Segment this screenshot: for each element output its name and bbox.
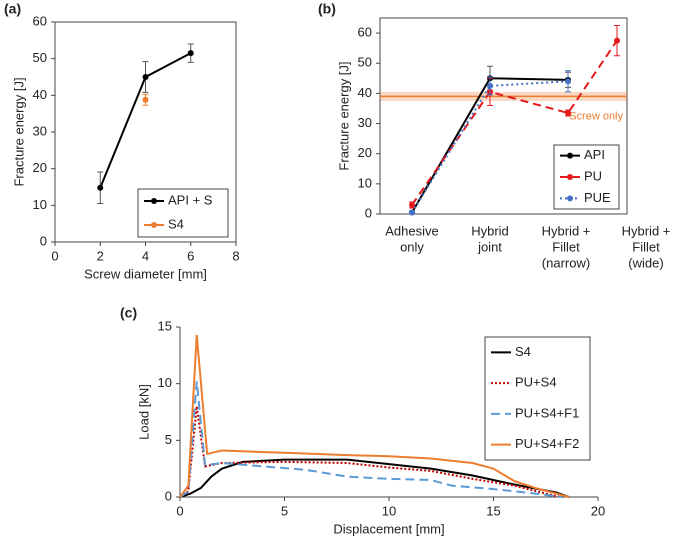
legend-label: API + S: [168, 192, 213, 207]
y-tick-label: 15: [158, 318, 172, 333]
y-tick-label: 40: [358, 85, 372, 100]
series-line: [179, 334, 570, 498]
legend-label: PU: [584, 168, 602, 183]
data-point: [487, 82, 493, 89]
x-tick-label: only: [400, 239, 424, 254]
y-tick-label: 10: [158, 375, 172, 390]
data-point: [97, 184, 104, 191]
legend-marker: [567, 152, 573, 159]
y-tick-label: 40: [33, 87, 47, 102]
y-tick-label: 10: [33, 197, 47, 212]
legend-marker: [151, 198, 157, 204]
x-tick-label: 6: [187, 248, 194, 263]
x-tick-label: 0: [176, 503, 183, 518]
y-tick-label: 5: [165, 432, 172, 447]
series-line: [179, 381, 563, 498]
legend-label: S4: [168, 216, 184, 231]
x-tick-label: Fillet: [552, 239, 580, 254]
y-tick-label: 60: [358, 25, 372, 40]
x-tick-label: 0: [51, 248, 58, 263]
legend-label: PUE: [584, 190, 611, 205]
x-tick-label: 4: [142, 248, 149, 263]
y-axis-label: Fracture energy [J]: [11, 77, 26, 186]
legend-marker: [567, 174, 573, 180]
legend-box: [137, 188, 229, 238]
x-tick-label: joint: [477, 239, 502, 254]
x-axis-label: Displacement [mm]: [333, 521, 444, 536]
x-tick-label: 2: [97, 248, 104, 263]
y-tick-label: 50: [33, 50, 47, 65]
y-tick-label: 60: [33, 13, 47, 28]
x-tick-label: (wide): [628, 255, 663, 270]
x-tick-label: 15: [486, 503, 500, 518]
y-tick-label: 0: [365, 205, 372, 220]
y-tick-label: 0: [165, 488, 172, 503]
series-line: [179, 458, 570, 498]
x-tick-label: 5: [281, 503, 288, 518]
panel-label: (a): [4, 1, 21, 17]
data-point: [142, 74, 149, 80]
x-axis-label: Screw diameter [mm]: [84, 266, 207, 281]
x-tick-label: Hybrid +: [542, 223, 591, 238]
y-axis-label: Fracture energy [J]: [336, 61, 351, 170]
y-tick-label: 20: [358, 145, 372, 160]
series-line: [411, 80, 569, 214]
y-tick-label: 0: [40, 233, 47, 248]
x-tick-label: 10: [382, 503, 396, 518]
data-point: [409, 209, 415, 216]
data-point: [614, 37, 620, 44]
legend-marker: [151, 222, 157, 228]
x-tick-label: (narrow): [542, 255, 590, 270]
data-point: [565, 109, 571, 116]
panel-label: (c): [120, 305, 137, 321]
y-tick-label: 50: [358, 55, 372, 70]
y-axis-label: Load [kN]: [136, 384, 151, 440]
plot-frame: [379, 17, 628, 215]
y-tick-label: 10: [358, 175, 372, 190]
legend-label: API: [584, 147, 605, 162]
legend-box: [484, 336, 591, 461]
data-point: [565, 78, 571, 85]
y-tick-label: 30: [33, 123, 47, 138]
data-point: [409, 201, 415, 208]
data-point: [142, 96, 149, 103]
x-tick-label: Fillet: [632, 239, 660, 254]
x-tick-label: 20: [591, 503, 605, 518]
x-tick-label: Hybrid: [471, 223, 509, 238]
y-tick-label: 30: [358, 115, 372, 130]
legend-marker: [567, 195, 573, 202]
legend-label: S4: [515, 344, 531, 359]
legend-label: PU+S4: [515, 375, 557, 390]
y-tick-label: 20: [33, 160, 47, 175]
reference-label: Screw only: [569, 110, 623, 122]
x-tick-label: 8: [232, 248, 239, 263]
data-point: [187, 50, 194, 57]
panel-label: (b): [318, 1, 336, 17]
legend-label: PU+S4+F1: [515, 405, 579, 420]
legend-label: PU+S4+F2: [515, 436, 579, 451]
x-tick-label: Adhesive: [385, 223, 438, 238]
x-tick-label: Hybrid +: [622, 223, 671, 238]
